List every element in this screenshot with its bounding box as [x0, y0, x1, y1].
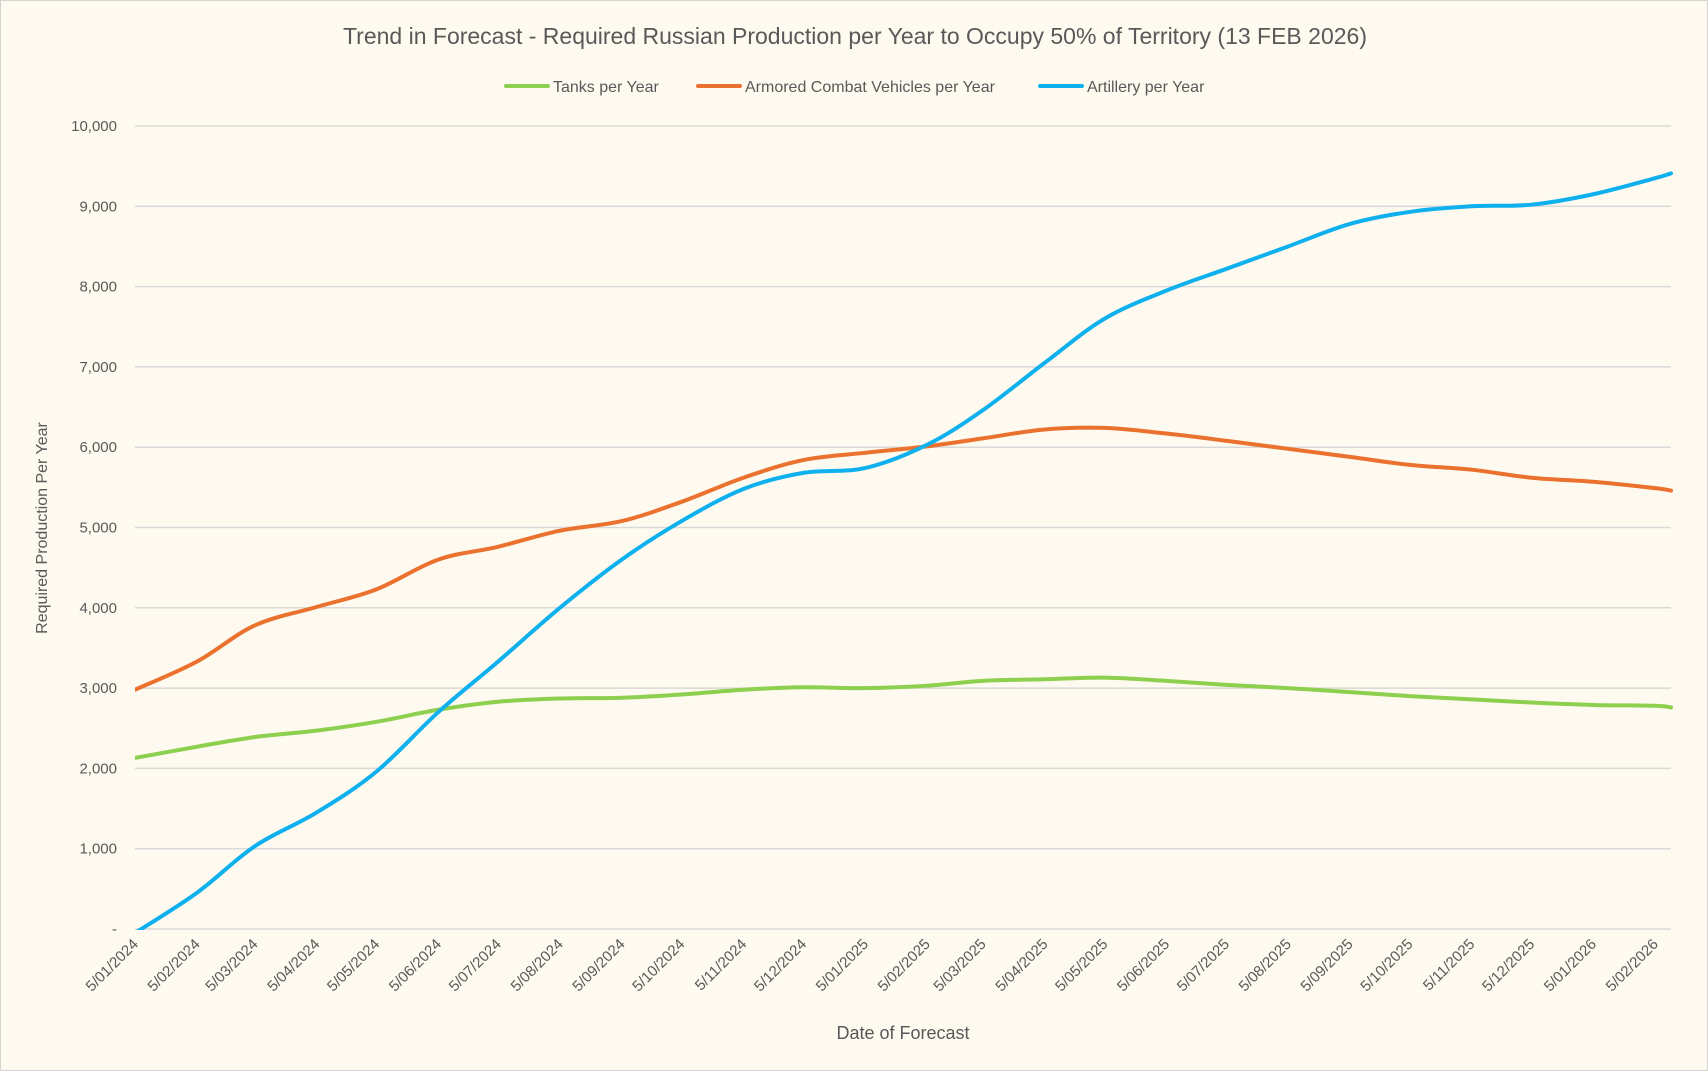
y-tick-label: -: [112, 921, 117, 938]
y-tick-label: 6,000: [79, 439, 117, 456]
series-line-0: [135, 675, 1673, 760]
y-tick-label: 7,000: [79, 359, 117, 376]
x-tick-label: 5/05/2024: [324, 936, 383, 995]
y-tick-label: 5,000: [79, 520, 117, 537]
x-tick-label: 5/07/2025: [1174, 936, 1233, 995]
y-axis-ticks: - 1,000 2,000 3,000 4,000 5,000 6,000 7,000 8,00…: [71, 118, 117, 938]
legend: Tanks per Year Armored Combat Vehicles pe…: [504, 79, 1205, 96]
y-tick-label: 4,000: [79, 600, 117, 617]
x-tick-label: 5/04/2024: [264, 936, 323, 995]
x-tick-label: 5/03/2024: [202, 936, 261, 995]
x-tick-label: 5/03/2025: [930, 936, 989, 995]
x-tick-label: 5/10/2024: [629, 936, 688, 995]
x-tick-label: 5/12/2025: [1479, 936, 1538, 995]
x-tick-label: 5/04/2025: [992, 936, 1051, 995]
x-tick-label: 5/11/2024: [692, 936, 750, 994]
x-tick-label: 5/08/2024: [508, 936, 567, 995]
y-tick-label: 1,000: [79, 841, 117, 858]
x-tick-label: 5/09/2024: [569, 936, 628, 995]
chart-title: Trend in Forecast - Required Russian Pro…: [343, 23, 1367, 49]
x-tick-label: 5/10/2025: [1357, 936, 1416, 995]
x-tick-label: 5/02/2025: [875, 936, 934, 995]
x-tick-label: 5/07/2024: [446, 936, 505, 995]
legend-label-1: Armored Combat Vehicles per Year: [745, 79, 996, 96]
series-line-1: [135, 425, 1673, 692]
x-tick-label: 5/11/2025: [1420, 936, 1478, 994]
x-axis-label: Date of Forecast: [836, 1023, 969, 1043]
x-tick-label: 5/06/2024: [386, 936, 445, 995]
y-tick-label: 10,000: [71, 118, 117, 135]
series-lines: [135, 171, 1673, 930]
legend-label-0: Tanks per Year: [553, 79, 660, 96]
y-tick-label: 3,000: [79, 680, 117, 697]
legend-label-2: Artillery per Year: [1087, 79, 1205, 96]
x-tick-label: 5/12/2024: [751, 936, 810, 995]
x-tick-label: 5/06/2025: [1114, 936, 1173, 995]
y-axis-label: Required Production Per Year: [34, 421, 51, 633]
y-tick-label: 2,000: [79, 760, 117, 777]
x-tick-label: 5/01/2025: [813, 936, 872, 995]
x-tick-label: 5/09/2025: [1297, 936, 1356, 995]
x-tick-label: 5/08/2025: [1236, 936, 1295, 995]
x-tick-label: 5/05/2025: [1052, 936, 1111, 995]
gridlines: [135, 125, 1671, 930]
x-tick-label: 5/01/2024: [83, 936, 142, 995]
x-tick-label: 5/01/2026: [1541, 936, 1600, 995]
x-tick-label: 5/02/2026: [1603, 936, 1662, 995]
y-tick-label: 9,000: [79, 198, 117, 215]
series-line-2: [136, 171, 1673, 930]
x-tick-label: 5/02/2024: [144, 936, 203, 995]
y-tick-label: 8,000: [79, 279, 117, 296]
